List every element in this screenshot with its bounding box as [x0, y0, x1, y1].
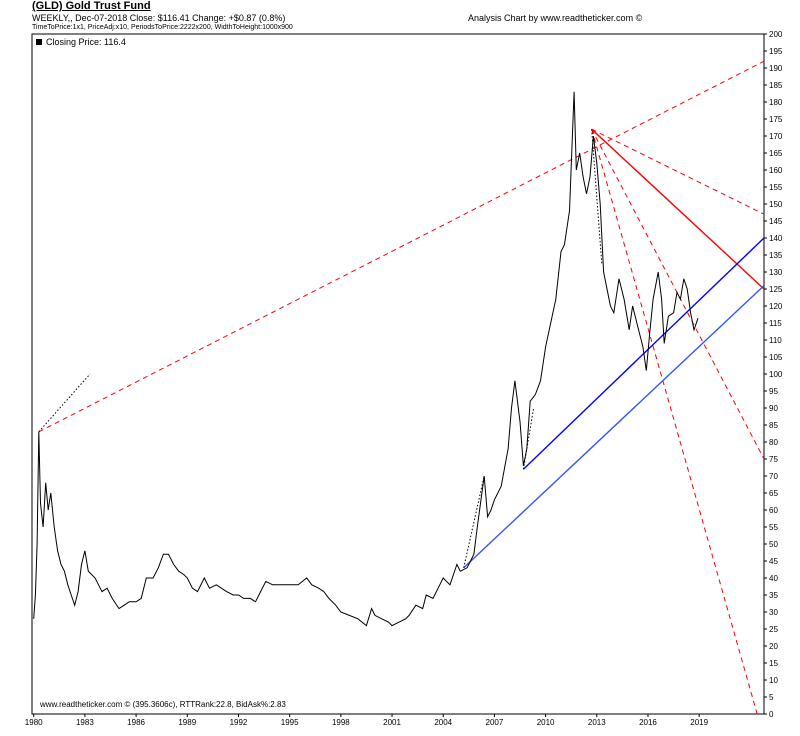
x-tick-label: 1986 [127, 718, 145, 727]
y-tick-label: 155 [769, 183, 783, 192]
x-tick-label: 1992 [230, 718, 248, 727]
y-tick-label: 5 [769, 693, 774, 702]
y-tick-label: 115 [769, 319, 782, 328]
y-tick-label: 95 [769, 387, 778, 396]
x-tick-label: 1983 [76, 718, 94, 727]
chart-title[interactable]: (GLD) Gold Trust Fund [32, 0, 151, 12]
trendline-4 [591, 128, 765, 460]
y-tick-label: 160 [769, 166, 783, 175]
footer-text: www.readtheticker.com © (395.3606c), RTT… [40, 700, 286, 709]
price-series-line [33, 91, 699, 627]
y-tick-label: 185 [769, 81, 783, 90]
x-tick-label: 2019 [690, 718, 708, 727]
x-axis: 1980 1983 1986 1989 1992 1995 1998 2001 2004 2007… [25, 714, 709, 727]
x-tick-label: 2004 [434, 718, 452, 727]
y-tick-label: 45 [769, 557, 778, 566]
y-tick-label: 105 [769, 353, 783, 362]
legend-swatch [36, 39, 42, 45]
y-tick-label: 15 [769, 659, 778, 668]
y-tick-label: 165 [769, 149, 783, 158]
y-tick-label: 135 [769, 251, 783, 260]
y-tick-label: 0 [769, 710, 774, 719]
x-tick-label: 1989 [178, 718, 196, 727]
y-tick-label: 100 [769, 370, 783, 379]
x-tick-label: 1995 [281, 718, 299, 727]
trendline-9 [463, 475, 485, 568]
y-tick-label: 110 [769, 336, 782, 345]
x-tick-label: 1980 [25, 718, 43, 727]
y-tick-label: 195 [769, 47, 783, 56]
y-tick-label: 190 [769, 64, 783, 73]
y-tick-label: 145 [769, 217, 783, 226]
x-tick-label: 2013 [588, 718, 606, 727]
x-tick-label: 2010 [537, 718, 555, 727]
y-tick-label: 130 [769, 268, 783, 277]
y-tick-label: 175 [769, 115, 783, 124]
trendline-layer [38, 60, 765, 715]
y-tick-label: 75 [769, 455, 778, 464]
y-tick-label: 65 [769, 489, 778, 498]
y-tick-label: 170 [769, 132, 783, 141]
trendline-5 [591, 129, 758, 715]
trendline-8 [463, 285, 765, 569]
legend-label: Closing Price: 116.4 [46, 37, 126, 47]
trendline-0 [38, 60, 765, 433]
chart-params: TimeToPrice:1x1, PriceAdj:x10, PeriodsTo… [32, 24, 293, 31]
y-tick-label: 140 [769, 234, 783, 243]
y-tick-label: 50 [769, 540, 778, 549]
y-tick-label: 20 [769, 642, 778, 651]
y-tick-label: 70 [769, 472, 778, 481]
y-tick-label: 180 [769, 98, 783, 107]
x-tick-label: 2016 [639, 718, 657, 727]
x-tick-label: 1998 [332, 718, 350, 727]
price-series-layer [33, 91, 699, 627]
y-tick-label: 55 [769, 523, 778, 532]
y-tick-label: 10 [769, 676, 778, 685]
trendline-1 [38, 373, 91, 433]
y-tick-label: 35 [769, 591, 778, 600]
y-tick-label: 30 [769, 608, 778, 617]
x-tick-label: 2001 [383, 718, 401, 727]
y-tick-label: 125 [769, 285, 783, 294]
y-tick-label: 80 [769, 438, 778, 447]
y-tick-label: 150 [769, 200, 783, 209]
plot-area [31, 33, 765, 715]
y-tick-label: 25 [769, 625, 778, 634]
brand-label: Analysis Chart by www.readtheticker.com … [468, 13, 643, 23]
y-tick-label: 85 [769, 421, 778, 430]
y-tick-label: 40 [769, 574, 778, 583]
legend: Closing Price: 116.4 [36, 37, 126, 47]
y-axis: 0 5 10 15 20 25 30 35 40 45 50 55 60 65 70 75 80 85 90 95 10… [764, 30, 783, 719]
y-tick-label: 120 [769, 302, 783, 311]
y-tick-label: 200 [769, 30, 783, 39]
chart-subtitle: WEEKLY,, Dec-07-2018 Close: $116.41 Chan… [32, 13, 286, 23]
x-tick-label: 2007 [486, 718, 504, 727]
y-tick-label: 90 [769, 404, 778, 413]
y-tick-label: 60 [769, 506, 778, 515]
trendline-2 [591, 128, 765, 290]
